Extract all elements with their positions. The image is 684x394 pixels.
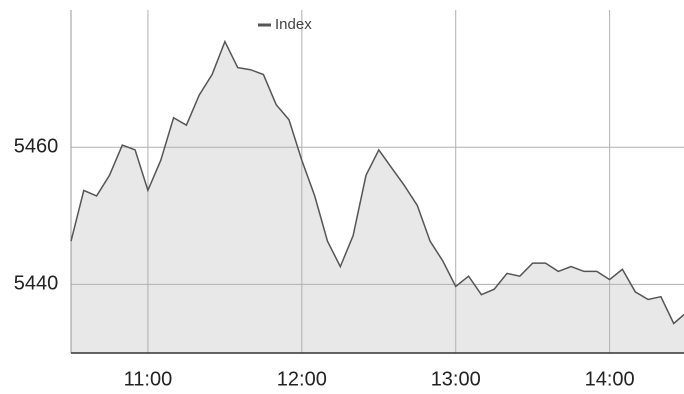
y-tick-label: 5440 bbox=[14, 273, 59, 295]
x-tick-label: 14:00 bbox=[585, 368, 635, 390]
x-tick-label: 11:00 bbox=[124, 368, 173, 390]
legend-label: Index bbox=[275, 16, 312, 33]
line bbox=[70, 39, 684, 325]
x-tick-label: 12:00 bbox=[277, 368, 327, 390]
area-fill bbox=[71, 41, 684, 353]
x-tick-label: 13:00 bbox=[431, 368, 481, 390]
y-tick-label: 5460 bbox=[14, 135, 59, 157]
